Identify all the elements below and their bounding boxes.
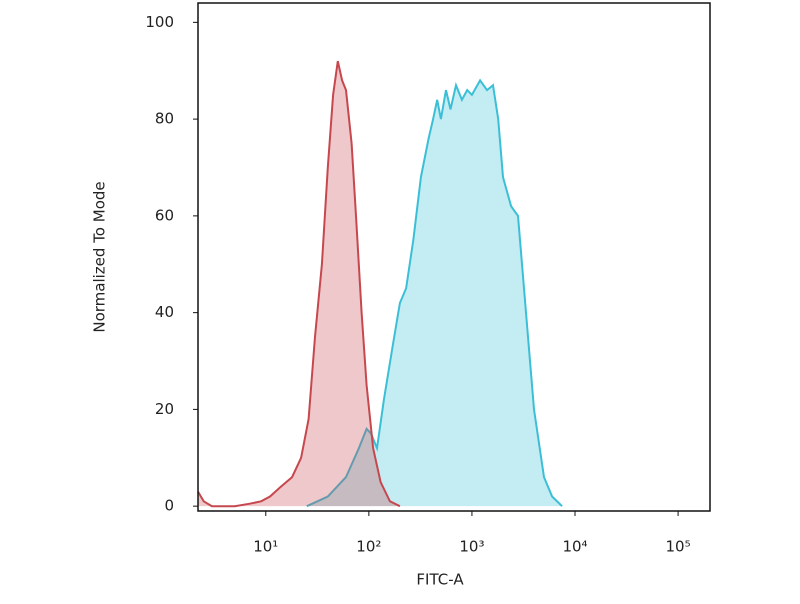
y-tick-label: 20 [155, 400, 174, 418]
y-tick-label: 100 [145, 13, 174, 31]
y-tick-label: 40 [155, 303, 174, 321]
y-axis-label: Normalized To Mode [91, 181, 109, 332]
area-fill [198, 61, 400, 507]
x-tick-label: 10¹ [253, 538, 278, 556]
y-tick-label: 0 [164, 497, 174, 515]
plot-frame [197, 2, 711, 512]
x-tick-label: 10⁵ [666, 538, 691, 556]
area-line [197, 60, 401, 508]
area-fill [306, 80, 563, 507]
x-tick-label: 10³ [459, 538, 484, 556]
x-axis-label: FITC-A [416, 571, 464, 589]
x-tick-label: 10² [356, 538, 381, 556]
x-tick-label: 10⁴ [562, 538, 587, 556]
y-tick-label: 80 [155, 110, 174, 128]
area-line [306, 78, 563, 508]
y-tick-label: 60 [155, 206, 174, 224]
